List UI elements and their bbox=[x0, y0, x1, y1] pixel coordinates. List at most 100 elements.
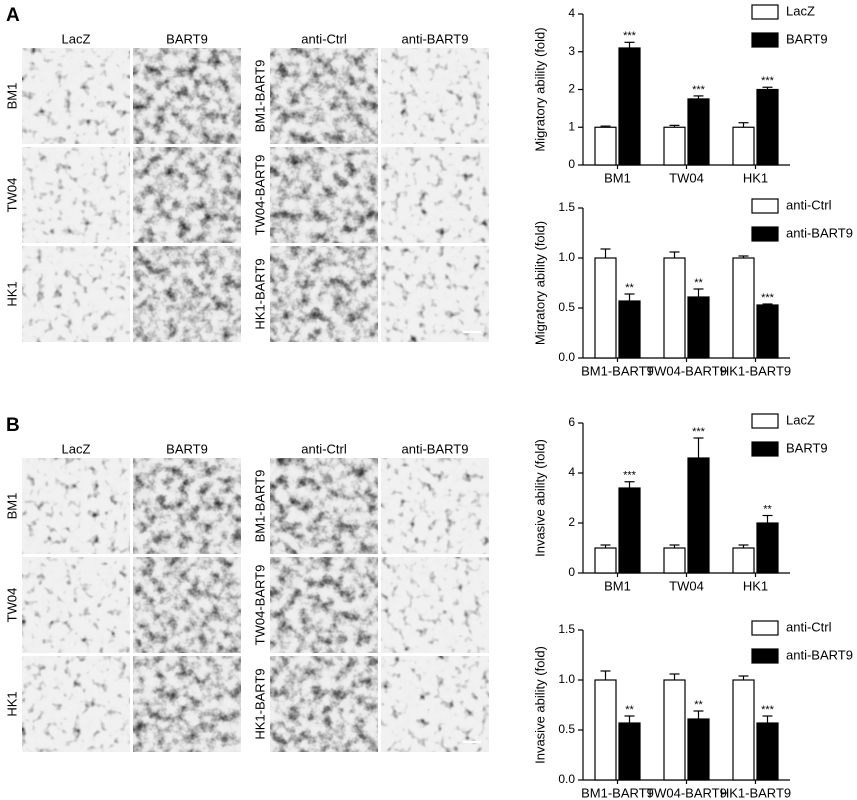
bar bbox=[756, 88, 779, 166]
micrograph bbox=[381, 557, 489, 653]
significance-label: ** bbox=[625, 704, 634, 716]
y-tick-label: 1.5 bbox=[558, 622, 575, 636]
row-label: BM1-BART9 bbox=[252, 60, 267, 133]
bar bbox=[618, 487, 641, 574]
legend-swatch bbox=[751, 4, 779, 20]
column-label: LacZ bbox=[62, 31, 91, 46]
y-tick-label: 0.5 bbox=[558, 300, 575, 314]
y-axis-label: Migratory ability (fold) bbox=[532, 221, 547, 345]
y-tick-label: 0 bbox=[568, 157, 575, 171]
legend-label: anti-Ctrl bbox=[786, 197, 832, 212]
legend-label: anti-BART9 bbox=[786, 647, 853, 662]
micrograph bbox=[270, 458, 378, 554]
row-label: HK1-BART9 bbox=[252, 668, 267, 739]
column-label: anti-Ctrl bbox=[301, 31, 347, 46]
row-label: BM1 bbox=[4, 493, 19, 520]
legend-label: BART9 bbox=[786, 440, 828, 455]
bar bbox=[594, 679, 617, 781]
bar bbox=[663, 679, 686, 781]
panel-label: A bbox=[6, 5, 20, 26]
bar bbox=[687, 457, 710, 574]
micrograph bbox=[381, 147, 489, 243]
bar bbox=[594, 547, 617, 574]
bar bbox=[687, 718, 710, 781]
micrograph bbox=[133, 656, 241, 752]
row-label: TW04-BART9 bbox=[252, 155, 267, 236]
significance-label: *** bbox=[692, 426, 706, 438]
bar bbox=[732, 257, 755, 359]
bar bbox=[594, 257, 617, 359]
bar bbox=[663, 547, 686, 574]
micrograph bbox=[381, 246, 489, 342]
legend-label: BART9 bbox=[786, 31, 828, 46]
y-tick-label: 0.0 bbox=[558, 772, 575, 786]
y-axis-label: Invasive ability (fold) bbox=[532, 439, 547, 557]
x-tick-label: BM1-BART9 bbox=[581, 363, 654, 378]
bar bbox=[618, 47, 641, 166]
significance-label: ** bbox=[694, 699, 703, 711]
legend-swatch bbox=[751, 198, 779, 214]
significance-label: *** bbox=[623, 30, 637, 42]
significance-label: ** bbox=[763, 503, 772, 515]
micrograph bbox=[270, 147, 378, 243]
row-label: TW04 bbox=[4, 588, 19, 623]
micrograph bbox=[381, 656, 489, 752]
legend-swatch bbox=[751, 32, 779, 48]
row-label: HK1 bbox=[4, 691, 19, 716]
micrograph bbox=[270, 656, 378, 752]
bar bbox=[732, 126, 755, 166]
column-label: BART9 bbox=[166, 31, 208, 46]
x-tick-label: TW04-BART9 bbox=[646, 363, 727, 378]
y-axis-label: Invasive ability (fold) bbox=[532, 646, 547, 764]
bar bbox=[732, 547, 755, 574]
legend-label: LacZ bbox=[786, 3, 815, 18]
row-label: HK1-BART9 bbox=[252, 258, 267, 329]
legend-swatch bbox=[751, 441, 779, 457]
y-tick-label: 1.0 bbox=[558, 250, 575, 264]
bar bbox=[756, 522, 779, 574]
micrograph bbox=[381, 458, 489, 554]
y-tick-label: 4 bbox=[568, 465, 575, 479]
bar bbox=[732, 679, 755, 781]
x-tick-label: HK1-BART9 bbox=[720, 363, 791, 378]
x-tick-label: BM1 bbox=[604, 578, 631, 593]
micrograph bbox=[381, 48, 489, 144]
y-tick-label: 2 bbox=[568, 515, 575, 529]
row-label: TW04-BART9 bbox=[252, 565, 267, 646]
y-tick-label: 1.5 bbox=[558, 200, 575, 214]
y-tick-label: 1.0 bbox=[558, 672, 575, 686]
micrograph bbox=[133, 48, 241, 144]
y-tick-label: 0.5 bbox=[558, 722, 575, 736]
bar bbox=[687, 296, 710, 359]
x-tick-label: HK1-BART9 bbox=[720, 785, 791, 800]
row-label: BM1 bbox=[4, 83, 19, 110]
micrograph bbox=[270, 48, 378, 144]
y-tick-label: 4 bbox=[568, 6, 575, 20]
column-label: LacZ bbox=[62, 441, 91, 456]
bar bbox=[663, 257, 686, 359]
legend-label: LacZ bbox=[786, 412, 815, 427]
significance-label: *** bbox=[761, 292, 775, 304]
x-tick-label: TW04-BART9 bbox=[646, 785, 727, 800]
bar bbox=[618, 722, 641, 781]
y-tick-label: 0 bbox=[568, 565, 575, 579]
micrograph bbox=[133, 557, 241, 653]
y-tick-label: 0.0 bbox=[558, 350, 575, 364]
micrograph bbox=[22, 557, 130, 653]
y-tick-label: 6 bbox=[568, 415, 575, 429]
micrograph bbox=[133, 458, 241, 554]
micrograph bbox=[22, 458, 130, 554]
significance-label: ** bbox=[625, 282, 634, 294]
y-tick-label: 3 bbox=[568, 44, 575, 58]
legend-swatch bbox=[751, 648, 779, 664]
legend-label: anti-Ctrl bbox=[786, 619, 832, 634]
significance-label: *** bbox=[623, 470, 637, 482]
bar bbox=[756, 304, 779, 359]
micrograph bbox=[22, 147, 130, 243]
row-label: HK1 bbox=[4, 281, 19, 306]
x-tick-label: HK1 bbox=[743, 170, 768, 185]
row-label: TW04 bbox=[4, 178, 19, 213]
bar bbox=[594, 126, 617, 166]
